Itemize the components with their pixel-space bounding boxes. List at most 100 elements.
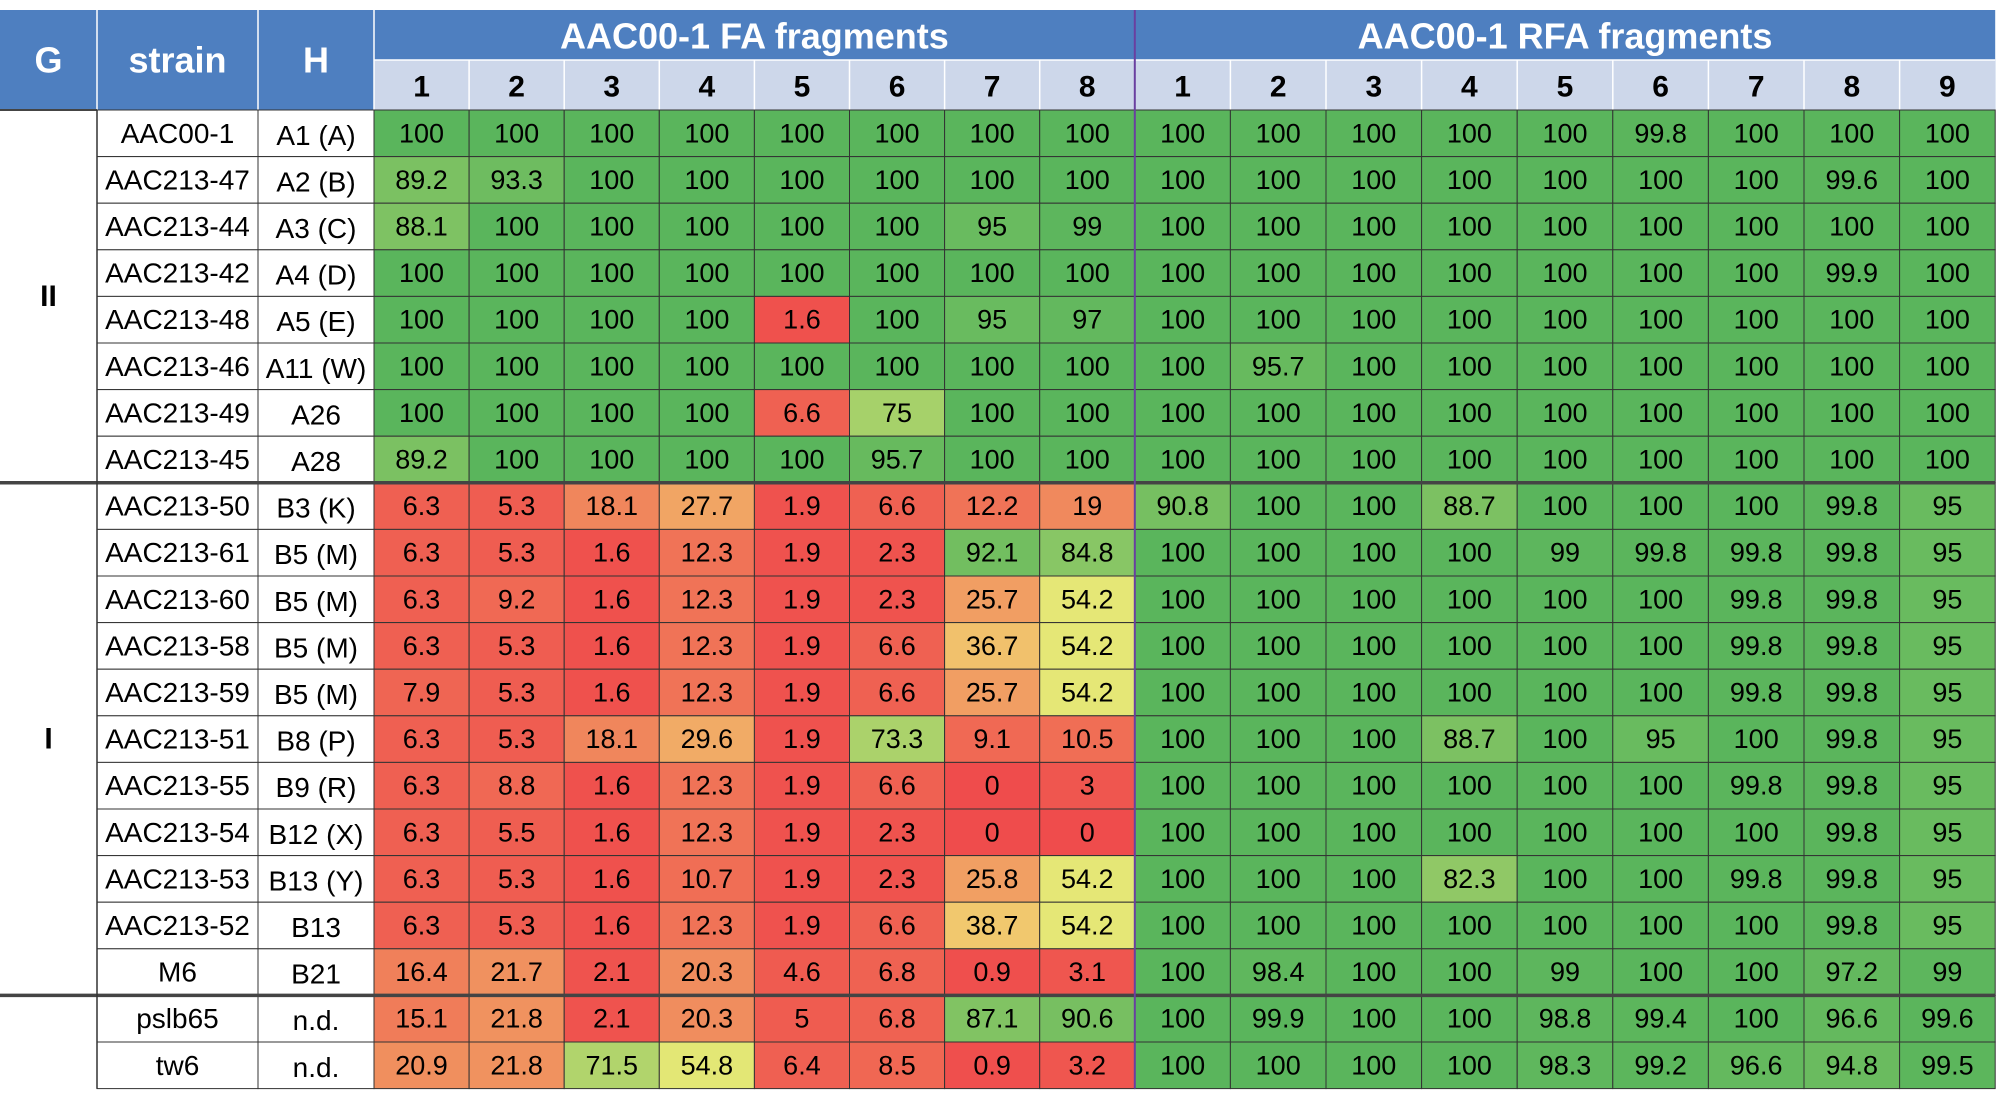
rfa-heat-cell: [1229, 948, 1327, 996]
fa-value-label: 100: [1065, 445, 1110, 475]
fa-value-label: 100: [779, 165, 824, 195]
rfa-heat-cell: [1516, 715, 1614, 763]
fa-heat-cell: [563, 994, 660, 1043]
fa-value-label: 100: [589, 165, 634, 195]
rfa-value-label: 99: [1932, 957, 1962, 987]
fa-heat-cell: [849, 855, 946, 903]
fa-value-label: 100: [589, 258, 634, 288]
fa-heat-cell: [849, 668, 946, 717]
fa-value-label: 54.2: [1061, 631, 1114, 661]
rfa-value-label: 100: [1638, 817, 1683, 847]
fa-value-label: 1.6: [593, 817, 631, 847]
rfa-value-label: 100: [1160, 398, 1205, 428]
rfa-value-label: 95: [1932, 771, 1962, 801]
fa-value-label: 100: [875, 118, 920, 148]
rfa-heat-cell: [1516, 249, 1614, 297]
rfa-value-label: 100: [1542, 584, 1587, 614]
fa-heat-cell: [1039, 668, 1136, 717]
rfa-value-label: 100: [1256, 631, 1301, 661]
fa-value-label: 5.3: [498, 678, 536, 708]
fa-value-label: 100: [875, 305, 920, 335]
fa-value-label: 88.1: [395, 212, 448, 242]
fa-column-number: 1: [413, 71, 430, 104]
fa-value-label: 100: [875, 351, 920, 381]
h-cell: [257, 156, 375, 204]
fa-heat-cell: [753, 948, 851, 996]
h-cell: [257, 715, 375, 763]
rfa-value-label: 100: [1160, 957, 1205, 987]
fa-value-label: 1.6: [593, 911, 631, 941]
fa-value-label: 16.4: [395, 957, 448, 987]
rfa-value-label: 99.8: [1730, 864, 1783, 894]
rfa-heat-cell: [1421, 389, 1518, 437]
fa-heat-cell: [468, 901, 565, 950]
rfa-value-label: 100: [1160, 771, 1205, 801]
rfa-value-label: 100: [1734, 911, 1779, 941]
rfa-value-label: 100: [1447, 957, 1492, 987]
rfa-heat-cell: [1229, 249, 1327, 297]
strain-cell: [96, 482, 259, 530]
rfa-heat-cell: [1612, 389, 1709, 437]
rfa-value-label: 94.8: [1826, 1050, 1879, 1080]
rfa-heat-cell: [1707, 202, 1805, 251]
fa-heat-cell: [753, 528, 851, 577]
fa-heat-cell: [753, 575, 851, 624]
rfa-column-number: 3: [1365, 71, 1382, 104]
rfa-heat-cell: [1516, 622, 1614, 670]
strain-cell: [96, 295, 259, 344]
fa-value-label: 92.1: [966, 538, 1019, 568]
rfa-value-label: 100: [1351, 1050, 1396, 1080]
rfa-value-label: 100: [1351, 351, 1396, 381]
rfa-value-label: 100: [1542, 165, 1587, 195]
rfa-value-label: 99.8: [1730, 584, 1783, 614]
strain-label: AAC213-53: [105, 863, 250, 894]
subheader-background: [374, 60, 1996, 110]
rfa-value-label: 100: [1256, 491, 1301, 521]
rfa-heat-cell: [1803, 1041, 1901, 1090]
rfa-value-label: 99.8: [1826, 538, 1879, 568]
rfa-heat-cell: [1707, 575, 1805, 624]
rfa-heat-cell: [1325, 994, 1423, 1043]
fa-value-label: 100: [1065, 398, 1110, 428]
fa-heat-cell: [658, 994, 755, 1043]
fa-column-number: 4: [699, 71, 716, 104]
fa-heat-cell: [1039, 901, 1136, 950]
rfa-value-label: 100: [1160, 538, 1205, 568]
fa-value-label: 18.1: [585, 724, 638, 754]
fa-value-label: 100: [589, 351, 634, 381]
rfa-value-label: 100: [1447, 118, 1492, 148]
fa-value-label: 1.9: [783, 678, 821, 708]
fa-value-label: 100: [589, 118, 634, 148]
fa-value-label: 100: [779, 351, 824, 381]
h-label: B5 (M): [274, 539, 358, 570]
fa-heat-cell: [373, 715, 470, 763]
rfa-value-label: 100: [1351, 491, 1396, 521]
rfa-heat-cell: [1421, 948, 1518, 996]
rfa-value-label: 95: [1932, 538, 1962, 568]
rfa-value-label: 100: [1256, 584, 1301, 614]
rfa-heat-cell: [1134, 202, 1231, 251]
fa-heat-cell: [1039, 575, 1136, 624]
rfa-value-label: 100: [1256, 724, 1301, 754]
rfa-value-label: 100: [1447, 1050, 1492, 1080]
rfa-value-label: 99.4: [1634, 1004, 1687, 1034]
fa-heat-cell: [753, 994, 851, 1043]
fa-heat-cell: [563, 156, 660, 204]
fa-value-label: 100: [684, 212, 729, 242]
h-cell: [257, 342, 375, 391]
fa-heat-cell: [944, 715, 1041, 763]
fa-column-number: 2: [508, 71, 525, 104]
rfa-value-label: 100: [1160, 724, 1205, 754]
rfa-heat-cell: [1229, 342, 1327, 391]
fa-value-label: 100: [589, 212, 634, 242]
fa-value-label: 87.1: [966, 1004, 1019, 1034]
rfa-value-label: 100: [1734, 165, 1779, 195]
fa-value-label: 9.2: [498, 584, 536, 614]
rfa-value-label: 100: [1351, 258, 1396, 288]
fa-value-label: 100: [1065, 258, 1110, 288]
rfa-value-label: 95.7: [1252, 351, 1305, 381]
fa-heat-cell: [1039, 202, 1136, 251]
fa-heat-cell: [944, 668, 1041, 717]
rfa-value-label: 100: [1160, 1004, 1205, 1034]
rfa-value-label: 100: [1638, 911, 1683, 941]
